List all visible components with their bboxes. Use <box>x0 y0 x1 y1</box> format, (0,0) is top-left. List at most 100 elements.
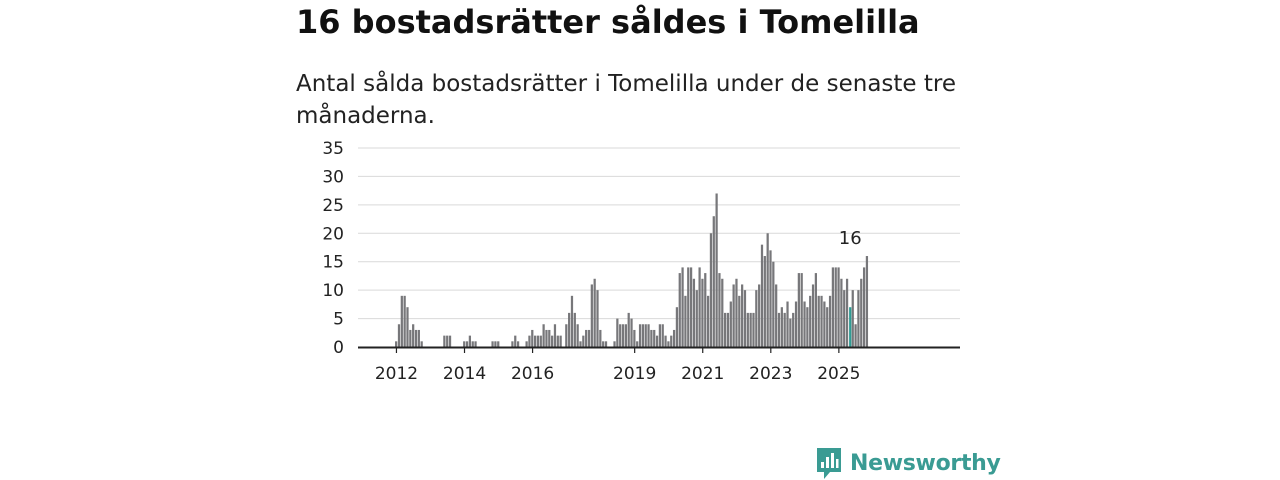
bar <box>862 267 866 347</box>
y-tick-label: 30 <box>322 167 344 187</box>
bar <box>511 341 514 347</box>
bar <box>857 290 860 347</box>
bar <box>854 324 857 347</box>
bar <box>820 295 823 347</box>
bar <box>755 290 758 347</box>
bar <box>576 324 579 347</box>
bar <box>826 307 829 347</box>
y-axis-ticks: 0 5 10 15 20 25 30 35 <box>322 139 344 358</box>
bar <box>604 341 608 347</box>
bar <box>599 329 602 347</box>
bar <box>840 278 843 347</box>
bar <box>698 267 701 347</box>
brand-name: Newsworthy <box>850 450 1001 476</box>
bar <box>675 307 679 347</box>
bar <box>766 233 769 347</box>
bar <box>780 307 783 347</box>
bar <box>406 307 409 347</box>
bar <box>559 335 562 347</box>
bar <box>724 312 727 347</box>
bar <box>794 301 798 347</box>
x-tick-label: 2019 <box>613 364 656 384</box>
bar <box>525 341 528 347</box>
bar <box>809 295 812 347</box>
y-tick-label: 0 <box>333 338 344 358</box>
bar <box>760 244 764 347</box>
bar <box>672 329 676 347</box>
bar <box>777 312 781 347</box>
x-tick-label: 2025 <box>817 364 860 384</box>
bar <box>633 329 636 347</box>
bar <box>670 335 673 347</box>
bar <box>741 284 744 347</box>
x-axis-ticks: 2012 2014 2016 2019 2021 2023 2025 <box>375 348 860 384</box>
bar <box>556 335 559 347</box>
bar <box>758 284 761 347</box>
bar <box>658 324 662 347</box>
bar <box>843 290 846 347</box>
bar <box>627 312 630 347</box>
bar <box>865 256 869 347</box>
bar <box>692 278 696 347</box>
bar <box>732 284 735 347</box>
x-tick-label: 2016 <box>511 364 554 384</box>
bar <box>463 341 466 347</box>
bar <box>403 295 406 347</box>
bar <box>687 267 690 347</box>
bar <box>582 335 585 347</box>
bar <box>701 278 704 347</box>
bar <box>585 329 588 347</box>
bar <box>568 312 571 347</box>
bar <box>797 273 800 347</box>
bar <box>548 329 551 347</box>
bar <box>536 335 540 347</box>
bar <box>590 284 593 347</box>
bar <box>752 312 755 347</box>
bar <box>539 335 542 347</box>
y-tick-label: 5 <box>333 310 344 330</box>
bar <box>792 312 795 347</box>
bar <box>772 261 775 347</box>
bar <box>689 267 693 347</box>
bar <box>409 329 412 347</box>
bar <box>570 295 574 347</box>
newsworthy-logo-icon <box>817 448 841 479</box>
bar <box>806 307 809 347</box>
bar <box>565 324 568 347</box>
bar <box>749 312 752 347</box>
bar <box>644 324 647 347</box>
bar <box>715 193 718 347</box>
bar <box>514 335 517 347</box>
bar <box>735 278 738 347</box>
bar <box>706 295 710 347</box>
bar <box>545 329 548 347</box>
x-tick-label: 2021 <box>681 364 724 384</box>
bar <box>638 324 642 347</box>
bar <box>474 341 477 347</box>
bar <box>664 335 667 347</box>
highlight-value-label: 16 <box>839 228 862 249</box>
bar <box>775 284 778 347</box>
bar <box>678 273 681 347</box>
bar <box>712 216 715 347</box>
bar <box>412 324 415 347</box>
bar <box>681 267 684 347</box>
chart-title: 16 bostadsrätter såldes i Tomelilla <box>296 3 920 41</box>
bar <box>851 290 854 347</box>
bar <box>542 324 545 347</box>
bar <box>718 273 721 347</box>
bar-highlight <box>849 307 852 347</box>
bar <box>661 324 664 347</box>
bar <box>860 278 863 347</box>
bar <box>828 295 832 347</box>
bar <box>400 295 403 347</box>
bar <box>655 335 659 347</box>
bar <box>729 301 732 347</box>
bar <box>738 295 741 347</box>
bar <box>621 324 625 347</box>
bar <box>641 324 644 347</box>
bar <box>786 301 789 347</box>
y-tick-label: 35 <box>322 139 344 159</box>
bar <box>803 301 806 347</box>
